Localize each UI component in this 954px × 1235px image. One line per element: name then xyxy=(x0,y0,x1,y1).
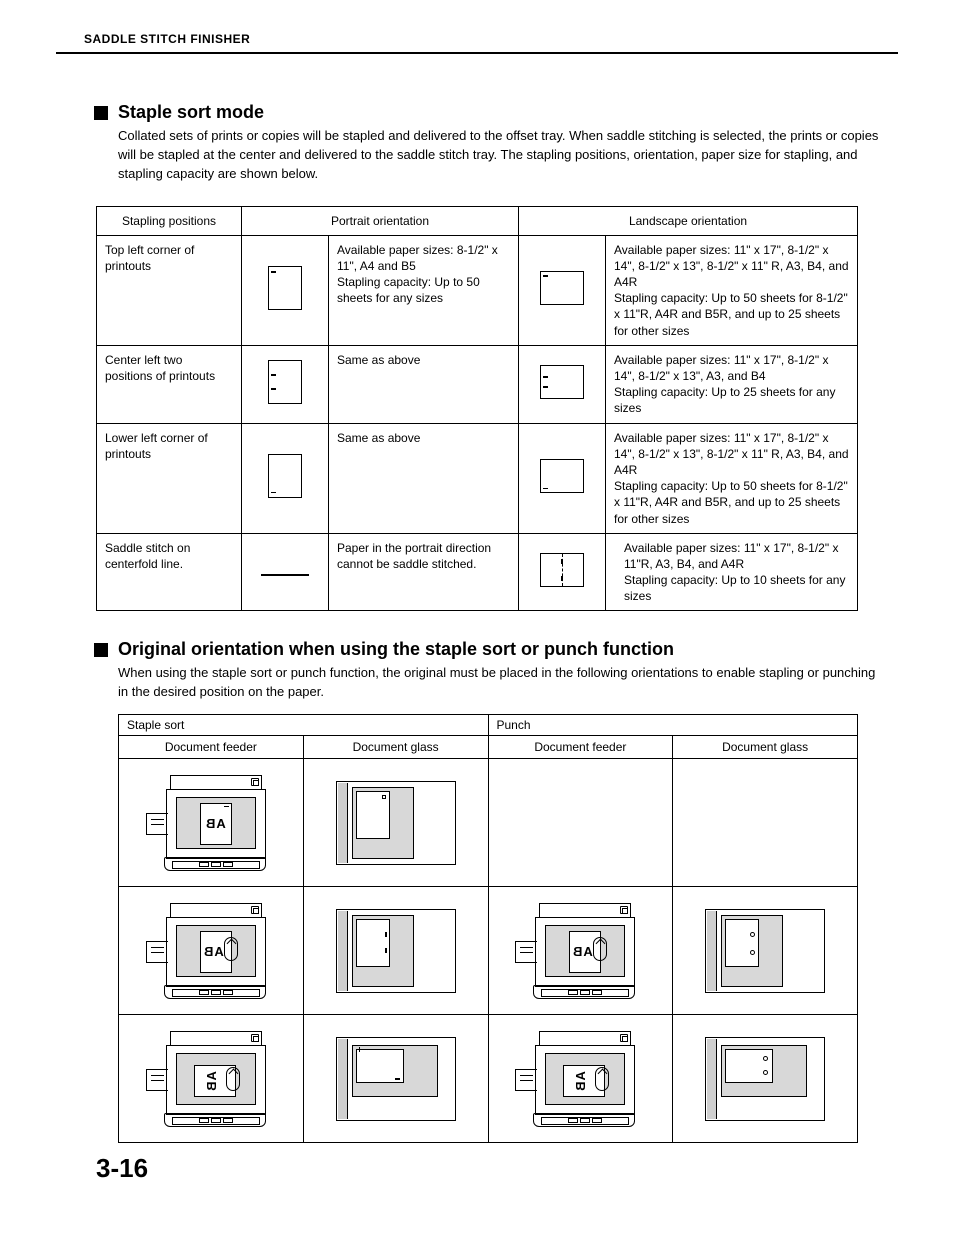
t1-land-icon xyxy=(519,533,606,611)
t1-land-text: Available paper sizes: 11" x 17", 8-1/2"… xyxy=(606,533,858,611)
copier-icon: AB xyxy=(146,775,276,871)
staple-mark-icon xyxy=(271,388,276,390)
page-number: 3-16 xyxy=(96,1153,898,1184)
copier-icon: AB xyxy=(515,903,645,999)
t1-port-text: Same as above xyxy=(329,423,519,533)
t2-h-staple: Staple sort xyxy=(119,715,489,736)
t1-pos: Lower left corner of printouts xyxy=(97,423,242,533)
t2-cell: AB xyxy=(119,759,304,887)
t1-land-icon xyxy=(519,345,606,423)
copier-icon: AB xyxy=(146,903,276,999)
t2-cell xyxy=(303,1015,488,1143)
t2-h-feeder: Document feeder xyxy=(488,736,673,759)
document-glass-icon xyxy=(705,909,825,993)
staple-mark-icon xyxy=(543,275,548,277)
copier-icon: AB xyxy=(146,1031,276,1127)
t2-cell xyxy=(673,887,858,1015)
paper-landscape-icon xyxy=(540,365,584,399)
staple-mark-icon xyxy=(561,576,563,581)
t1-pos: Saddle stitch on centerfold line. xyxy=(97,533,242,611)
t2-cell xyxy=(673,1015,858,1143)
document-glass-icon xyxy=(705,1037,825,1121)
t2-cell: AB xyxy=(119,1015,304,1143)
page: SADDLE STITCH FINISHER Staple sort mode … xyxy=(0,0,954,1204)
t1-h-landscape: Landscape orientation xyxy=(519,206,858,235)
paper-portrait-icon xyxy=(268,266,302,310)
stapling-table: Stapling positions Portrait orientation … xyxy=(96,206,858,612)
t1-pos: Top left corner of printouts xyxy=(97,235,242,345)
heading-row: Original orientation when using the stap… xyxy=(94,639,898,660)
t1-h-portrait: Portrait orientation xyxy=(242,206,519,235)
staple-mark-icon xyxy=(271,492,276,494)
section1-paragraph: Collated sets of prints or copies will b… xyxy=(118,127,888,184)
paper-portrait-icon xyxy=(268,454,302,498)
staple-mark-icon xyxy=(543,488,548,490)
t1-pos: Center left two positions of printouts xyxy=(97,345,242,423)
staple-mark-icon xyxy=(271,271,276,273)
heading-title: Original orientation when using the stap… xyxy=(118,639,674,660)
document-glass-icon xyxy=(336,781,456,865)
t2-h-punch: Punch xyxy=(488,715,858,736)
square-bullet-icon xyxy=(94,643,108,657)
document-glass-icon xyxy=(336,1037,456,1121)
t1-port-icon xyxy=(242,345,329,423)
copier-icon: AB xyxy=(515,1031,645,1127)
t1-port-text: Same as above xyxy=(329,345,519,423)
t2-cell-empty xyxy=(673,759,858,887)
paper-landscape-icon xyxy=(540,459,584,493)
section-orientation: Original orientation when using the stap… xyxy=(56,639,898,702)
header-rule xyxy=(56,52,898,54)
t1-port-icon xyxy=(242,423,329,533)
table-row: Saddle stitch on centerfold line. Paper … xyxy=(97,533,858,611)
orientation-table: Staple sort Punch Document feeder Docume… xyxy=(118,714,858,1143)
t2-cell: AB xyxy=(488,1015,673,1143)
t1-h-positions: Stapling positions xyxy=(97,206,242,235)
t1-port-text: Paper in the portrait direction cannot b… xyxy=(329,533,519,611)
paper-landscape-icon xyxy=(540,271,584,305)
t1-port-icon xyxy=(242,533,329,611)
t1-port-text: Available paper sizes: 8-1/2" x 11", A4 … xyxy=(329,235,519,345)
t1-land-icon xyxy=(519,235,606,345)
staple-mark-icon xyxy=(561,559,563,564)
t2-h-glass: Document glass xyxy=(303,736,488,759)
table-row: Top left corner of printouts Available p… xyxy=(97,235,858,345)
no-saddle-line-icon xyxy=(261,574,309,576)
square-bullet-icon xyxy=(94,106,108,120)
table-row: Center left two positions of printouts S… xyxy=(97,345,858,423)
t2-cell: AB xyxy=(119,887,304,1015)
paper-landscape-icon xyxy=(540,553,584,587)
t1-port-icon xyxy=(242,235,329,345)
heading-row: Staple sort mode xyxy=(94,102,898,123)
paper-portrait-icon xyxy=(268,360,302,404)
staple-mark-icon xyxy=(271,374,276,376)
staple-mark-icon xyxy=(543,376,548,378)
t1-land-text: Available paper sizes: 11" x 17", 8-1/2"… xyxy=(606,345,858,423)
table-row: Lower left corner of printouts Same as a… xyxy=(97,423,858,533)
document-glass-icon xyxy=(336,909,456,993)
t2-h-feeder: Document feeder xyxy=(119,736,304,759)
t2-cell xyxy=(303,759,488,887)
t2-h-glass: Document glass xyxy=(673,736,858,759)
section2-paragraph: When using the staple sort or punch func… xyxy=(118,664,888,702)
t1-land-text: Available paper sizes: 11" x 17", 8-1/2"… xyxy=(606,423,858,533)
t1-land-icon xyxy=(519,423,606,533)
staple-mark-icon xyxy=(543,386,548,388)
t2-cell: AB xyxy=(488,887,673,1015)
t1-land-text: Available paper sizes: 11" x 17", 8-1/2"… xyxy=(606,235,858,345)
running-head: SADDLE STITCH FINISHER xyxy=(84,32,898,52)
section-staple-sort: Staple sort mode Collated sets of prints… xyxy=(56,102,898,184)
t2-cell-empty xyxy=(488,759,673,887)
t2-cell xyxy=(303,887,488,1015)
heading-title: Staple sort mode xyxy=(118,102,264,123)
